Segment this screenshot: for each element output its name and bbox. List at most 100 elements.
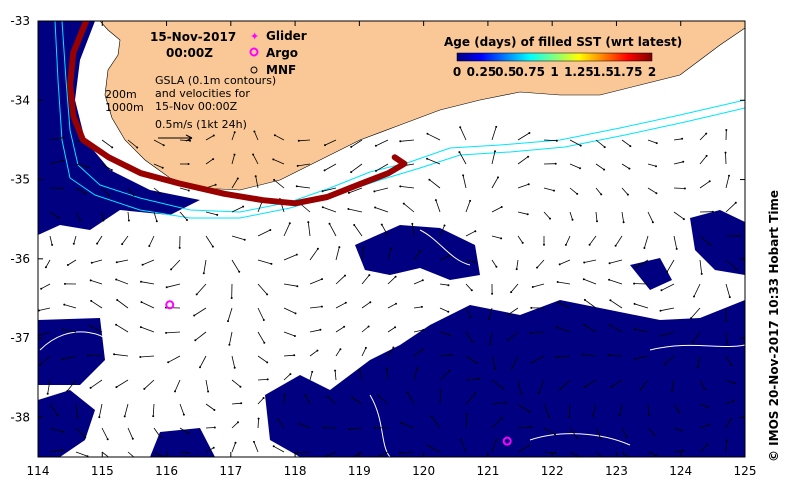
argo-ring-icon	[249, 47, 259, 57]
velocity-arrowhead-icon	[458, 151, 461, 154]
velocity-arrowhead-icon	[136, 146, 139, 149]
velocity-arrowhead-icon	[537, 391, 540, 394]
velocity-arrowhead-icon	[607, 354, 610, 356]
velocity-arrow	[595, 451, 603, 457]
velocity-arrow	[413, 368, 418, 381]
velocity-arrow	[401, 422, 415, 429]
velocity-arrow	[621, 211, 624, 223]
velocity-arrowhead-icon	[174, 390, 176, 393]
velocity-arrowhead-icon	[389, 247, 392, 250]
velocity-arrowhead-icon	[735, 268, 738, 271]
gsla-contours	[39, 229, 745, 457]
velocity-arrow	[507, 331, 519, 341]
velocity-arrow	[231, 178, 239, 189]
velocity-arrow	[49, 449, 63, 453]
velocity-arrow	[619, 403, 623, 416]
velocity-arrow	[45, 259, 51, 268]
velocity-arrowhead-icon	[614, 244, 617, 247]
velocity-arrow	[465, 259, 475, 263]
lon-tick-label: 125	[734, 464, 757, 478]
velocity-arrowhead-icon	[447, 310, 450, 313]
velocity-arrowhead-icon	[377, 394, 380, 397]
velocity-arrowhead-icon	[115, 261, 118, 264]
velocity-arrowhead-icon	[406, 391, 409, 394]
velocity-arrow	[543, 403, 550, 417]
velocity-arrowhead-icon	[707, 405, 709, 408]
velocity-arrowhead-icon	[510, 367, 513, 370]
velocity-arrowhead-icon	[187, 163, 190, 165]
velocity-arrowhead-icon	[316, 349, 319, 352]
legend: ✦ Glider Argo MNF	[249, 29, 307, 77]
velocity-arrow	[407, 392, 415, 405]
velocity-arrowhead-icon	[473, 261, 476, 264]
argo-float-marker	[165, 300, 175, 310]
velocity-arrowhead-icon	[273, 134, 276, 137]
colorbar-tick-label: 1.5	[593, 65, 614, 79]
velocity-arrowhead-icon	[230, 297, 233, 299]
velocity-arrow	[283, 223, 291, 237]
velocity-arrow	[465, 414, 467, 429]
velocity-arrow	[647, 451, 657, 456]
velocity-arrowhead-icon	[187, 189, 190, 192]
velocity-arrowhead-icon	[660, 289, 663, 292]
velocity-arrow	[96, 235, 103, 244]
velocity-arrowhead-icon	[449, 334, 451, 337]
velocity-arrow	[465, 230, 476, 237]
velocity-arrowhead-icon	[554, 162, 557, 165]
velocity-arrowhead-icon	[633, 328, 636, 331]
argo-float-marker	[502, 436, 512, 446]
velocity-arrowhead-icon	[400, 421, 403, 424]
velocity-arrowhead-icon	[394, 275, 397, 278]
velocity-arrowhead-icon	[600, 193, 603, 196]
velocity-arrow	[697, 355, 701, 368]
velocity-arrow	[38, 331, 51, 337]
velocity-arrow	[352, 451, 363, 457]
velocity-arrowhead-icon	[618, 414, 621, 417]
velocity-arrowhead-icon	[495, 438, 498, 441]
velocity-arrow	[543, 427, 556, 435]
velocity-arrowhead-icon	[647, 413, 650, 416]
velocity-arrow	[725, 379, 735, 384]
velocity-arrowhead-icon	[213, 426, 216, 429]
velocity-arrowhead-icon	[579, 144, 582, 147]
velocity-arrow	[115, 324, 129, 333]
velocity-arrowhead-icon	[186, 219, 188, 221]
velocity-arrow	[491, 417, 502, 429]
velocity-arrow	[49, 160, 63, 165]
velocity-arrowhead-icon	[603, 146, 606, 149]
velocity-arrow	[49, 235, 53, 245]
velocity-arrowhead-icon	[448, 254, 451, 257]
velocity-arrow	[141, 301, 155, 309]
velocity-arrow	[635, 355, 649, 360]
velocity-arrowhead-icon	[40, 287, 43, 290]
velocity-arrow	[335, 247, 340, 261]
velocity-arrow	[517, 183, 529, 189]
velocity-arrowhead-icon	[44, 266, 47, 269]
velocity-arrow	[583, 278, 597, 285]
velocity-arrowhead-icon	[233, 131, 236, 134]
velocity-arrowhead-icon	[399, 185, 402, 188]
velocity-arrow	[491, 259, 497, 268]
velocity-arrow	[459, 151, 467, 165]
velocity-arrow	[725, 202, 737, 213]
velocity-arrow	[556, 326, 571, 333]
velocity-arrowhead-icon	[603, 168, 606, 171]
velocity-arrow	[609, 324, 623, 333]
velocity-arrowhead-icon	[322, 426, 325, 429]
velocity-arrowhead-icon	[321, 206, 324, 209]
velocity-arrowhead-icon	[547, 415, 550, 418]
velocity-arrow	[538, 379, 545, 394]
velocity-arrowhead-icon	[559, 388, 561, 391]
velocity-arrow	[41, 283, 51, 290]
velocity-arrowhead-icon	[207, 390, 210, 393]
velocity-arrow	[491, 126, 497, 141]
velocity-arrow	[231, 259, 240, 273]
velocity-arrowhead-icon	[568, 416, 571, 418]
velocity-arrow	[174, 379, 181, 392]
legend-mnf-label: MNF	[266, 63, 296, 77]
velocity-arrowhead-icon	[237, 421, 239, 424]
velocity-arrow	[647, 211, 654, 223]
velocity-arrow	[257, 355, 268, 363]
velocity-arrow	[75, 187, 86, 194]
velocity-arrow	[101, 139, 113, 148]
